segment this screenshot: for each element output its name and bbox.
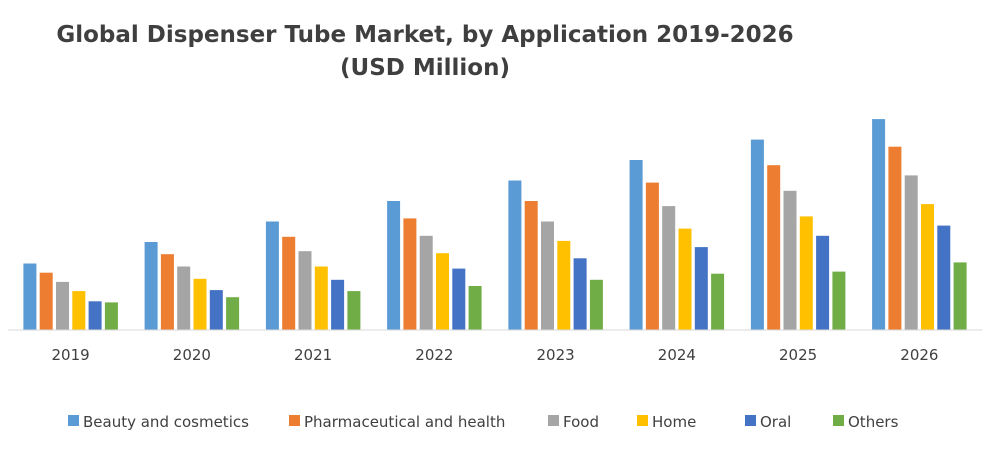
x-tick-label: 2019 [52, 346, 90, 364]
bar-2024-oral [694, 247, 708, 330]
bar-2019-pharmaceutical-and-health [39, 272, 53, 330]
bar-2026-home [921, 204, 934, 330]
bar-2025-others [832, 271, 846, 330]
bar-2023-food [541, 221, 554, 330]
legend: Beauty and cosmetics Pharmaceutical and h… [68, 413, 899, 431]
bar-2019-food [56, 281, 69, 330]
bar-2022-beauty-and-cosmetics [387, 201, 401, 330]
x-tick-label: 2020 [173, 346, 211, 364]
bar-2025-pharmaceutical-and-health [767, 165, 781, 330]
x-tick-label: 2023 [537, 346, 575, 364]
bar-2024-home [678, 228, 692, 330]
bar-2024-beauty-and-cosmetics [629, 160, 643, 330]
legend-label: Others [848, 413, 899, 431]
bar-2020-others [226, 297, 240, 330]
legend-label: Pharmaceutical and health [304, 413, 505, 431]
x-tick-label: 2026 [900, 346, 938, 364]
bar-2021-oral [331, 279, 345, 330]
bar-2026-beauty-and-cosmetics [872, 119, 886, 330]
legend-swatch [637, 415, 648, 426]
legend-swatch [68, 415, 79, 426]
bar-2022-others [468, 286, 482, 330]
bar-2023-beauty-and-cosmetics [508, 180, 522, 330]
bar-2023-oral [573, 258, 587, 330]
legend-swatch [548, 415, 559, 426]
bar-2020-beauty-and-cosmetics [144, 242, 158, 330]
x-tick-label: 2021 [294, 346, 332, 364]
bar-2019-home [72, 291, 86, 330]
bar-2025-home [799, 216, 813, 330]
bar-2024-others [711, 273, 725, 330]
bar-2026-food [904, 175, 918, 330]
x-tick-label: 2024 [658, 346, 696, 364]
x-tick-labels: 2019 2020 2021 2022 2023 2024 2025 2026 [52, 346, 939, 364]
bar-2022-pharmaceutical-and-health [403, 218, 417, 330]
legend-item-oral: Oral [745, 413, 791, 431]
legend-label: Beauty and cosmetics [83, 413, 249, 431]
legend-swatch [289, 415, 300, 426]
legend-swatch [833, 415, 844, 426]
bar-2023-others [589, 279, 603, 330]
bar-2025-food [783, 190, 797, 330]
bar-2024-food [662, 206, 676, 330]
bars-group [23, 119, 967, 330]
bar-2021-beauty-and-cosmetics [265, 221, 279, 330]
bar-2020-food [177, 266, 191, 330]
bar-2024-pharmaceutical-and-health [645, 182, 659, 330]
legend-item-others: Others [833, 413, 899, 431]
legend-item-home: Home [637, 413, 696, 431]
x-tick-label: 2025 [779, 346, 817, 364]
bar-2022-food [419, 235, 433, 330]
legend-label: Food [563, 413, 599, 431]
bar-2023-home [557, 240, 571, 330]
legend-item-food: Food [548, 413, 599, 431]
bar-2025-beauty-and-cosmetics [750, 139, 764, 330]
bar-2020-pharmaceutical-and-health [160, 254, 174, 330]
bar-2019-others [104, 302, 118, 330]
chart-title: Global Dispenser Tube Market, by Applica… [56, 22, 793, 48]
bar-2022-oral [452, 268, 466, 330]
bar-2020-oral [209, 290, 223, 330]
chart-subtitle: (USD Million) [340, 55, 510, 81]
x-tick-label: 2022 [415, 346, 453, 364]
bar-2021-home [314, 266, 328, 330]
legend-swatch [745, 415, 756, 426]
bar-2019-oral [88, 301, 102, 330]
legend-item-pharmaceutical-and-health: Pharmaceutical and health [289, 413, 505, 431]
bar-2023-pharmaceutical-and-health [524, 201, 538, 330]
bar-2025-oral [816, 235, 830, 330]
bar-2026-pharmaceutical-and-health [888, 146, 902, 330]
bar-2020-home [193, 278, 207, 330]
legend-label: Home [652, 413, 696, 431]
legend-item-beauty-and-cosmetics: Beauty and cosmetics [68, 413, 249, 431]
bar-2021-food [298, 251, 312, 330]
bar-2022-home [436, 253, 449, 330]
bar-2021-pharmaceutical-and-health [282, 236, 296, 330]
bar-2019-beauty-and-cosmetics [23, 263, 37, 330]
bar-2026-others [953, 262, 967, 330]
bar-2026-oral [937, 225, 951, 330]
bar-2021-others [347, 291, 361, 330]
legend-label: Oral [760, 413, 791, 431]
